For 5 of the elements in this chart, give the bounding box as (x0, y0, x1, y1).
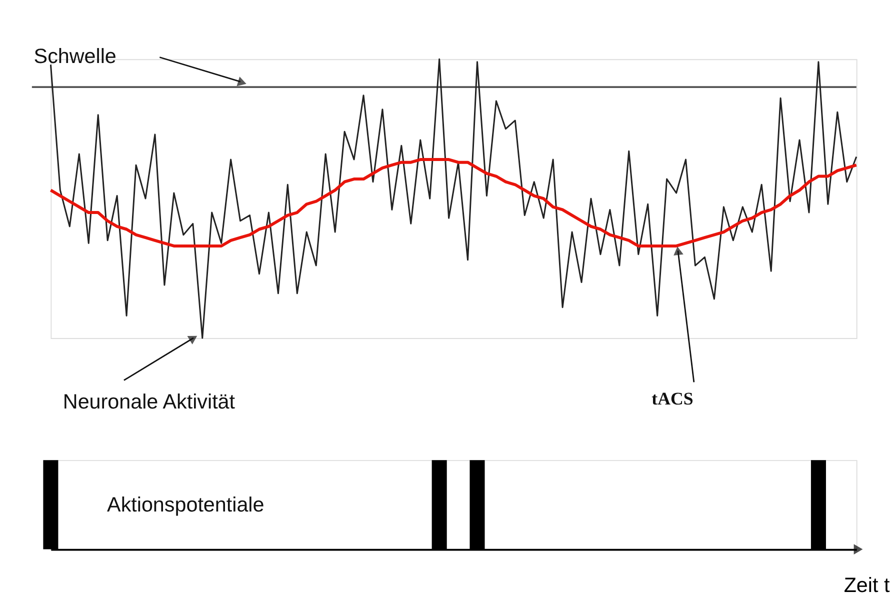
text: Neuronale Aktivität (62, 390, 236, 414)
text: tACS (652, 388, 694, 409)
ref-line-label: Schwelle (34, 44, 116, 68)
x-axis-title: Zeit t (844, 574, 890, 598)
text: Aktionspotentiale (107, 494, 264, 517)
